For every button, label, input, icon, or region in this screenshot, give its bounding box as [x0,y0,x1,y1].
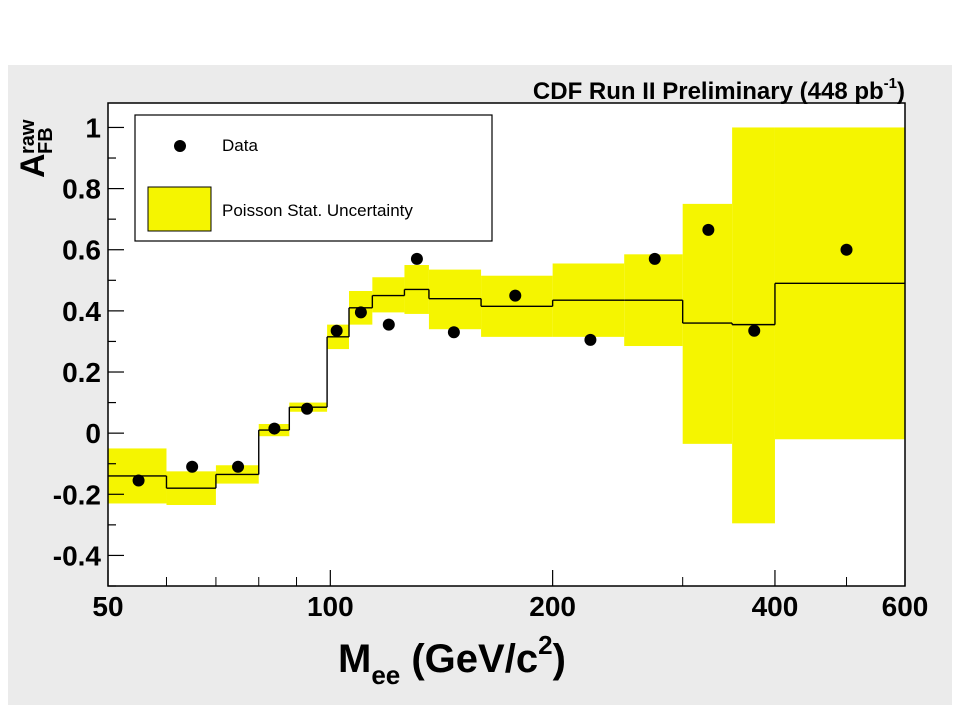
data-point [748,324,761,337]
legend-label-band: Poisson Stat. Uncertainty [222,201,413,220]
x-tick-label: 600 [882,591,929,622]
uncertainty-band [682,203,733,444]
x-axis-label: Mee (GeV/c2) [338,630,566,690]
x-axis-ticks: 50 100 200 400 600 [92,570,928,622]
data-point [702,223,715,236]
chart-title: CDF Run II Preliminary (448 pb-1) [533,75,905,105]
y-tick-label: 1 [85,112,101,143]
x-tick-label: 200 [529,591,576,622]
data-point [301,402,314,415]
legend-marker-band [147,186,212,232]
x-label-main: M [338,637,371,681]
title-main: CDF Run II Preliminary (448 pb [533,78,884,105]
uncertainty-band [428,269,482,330]
y-tick-label: 0 [85,418,101,449]
plot-frame [107,102,906,587]
x-label-sup: 2 [538,630,552,660]
y-tick-label: 0.4 [62,296,101,327]
data-point [268,422,281,435]
legend-marker-data [174,140,186,152]
legend: Data Poisson Stat. Uncertainty [134,114,493,242]
y-label-main: A [14,153,52,178]
y-tick-label: 0.8 [62,174,101,205]
title-superscript: -1 [884,75,897,92]
data-points [132,223,853,487]
data-point [382,318,395,331]
data-point [354,306,367,319]
y-tick-label: -0.2 [53,479,101,510]
data-point [447,326,460,339]
data-point [186,460,199,473]
x-tick-label: 100 [307,591,354,622]
y-tick-label: -0.4 [53,540,102,571]
y-tick-label: 0.6 [62,235,101,266]
x-tick-label: 50 [92,591,123,622]
data-point [648,252,661,265]
y-tick-label: 0.2 [62,357,101,388]
x-tick-label: 400 [752,591,799,622]
x-label-close: ) [553,637,566,681]
data-point [840,243,853,256]
data-point [132,474,145,487]
data-point [410,252,423,265]
data-point [330,324,343,337]
x-label-sub: ee [371,660,400,690]
legend-label-data: Data [222,136,258,155]
data-point [509,289,522,302]
data-point [232,460,245,473]
y-axis-label: A raw FB [14,119,57,178]
data-point [584,333,597,346]
uncertainty-band [372,277,405,313]
y-label-sup: raw [17,119,39,154]
title-close: ) [897,78,905,105]
y-label-sub: FB [35,127,57,154]
prediction-histogram [108,282,905,489]
x-label-unit: (GeV/c [400,637,538,681]
y-axis-ticks: -0.4 -0.2 0 0.2 0.4 0.6 0.8 1 [53,112,124,587]
